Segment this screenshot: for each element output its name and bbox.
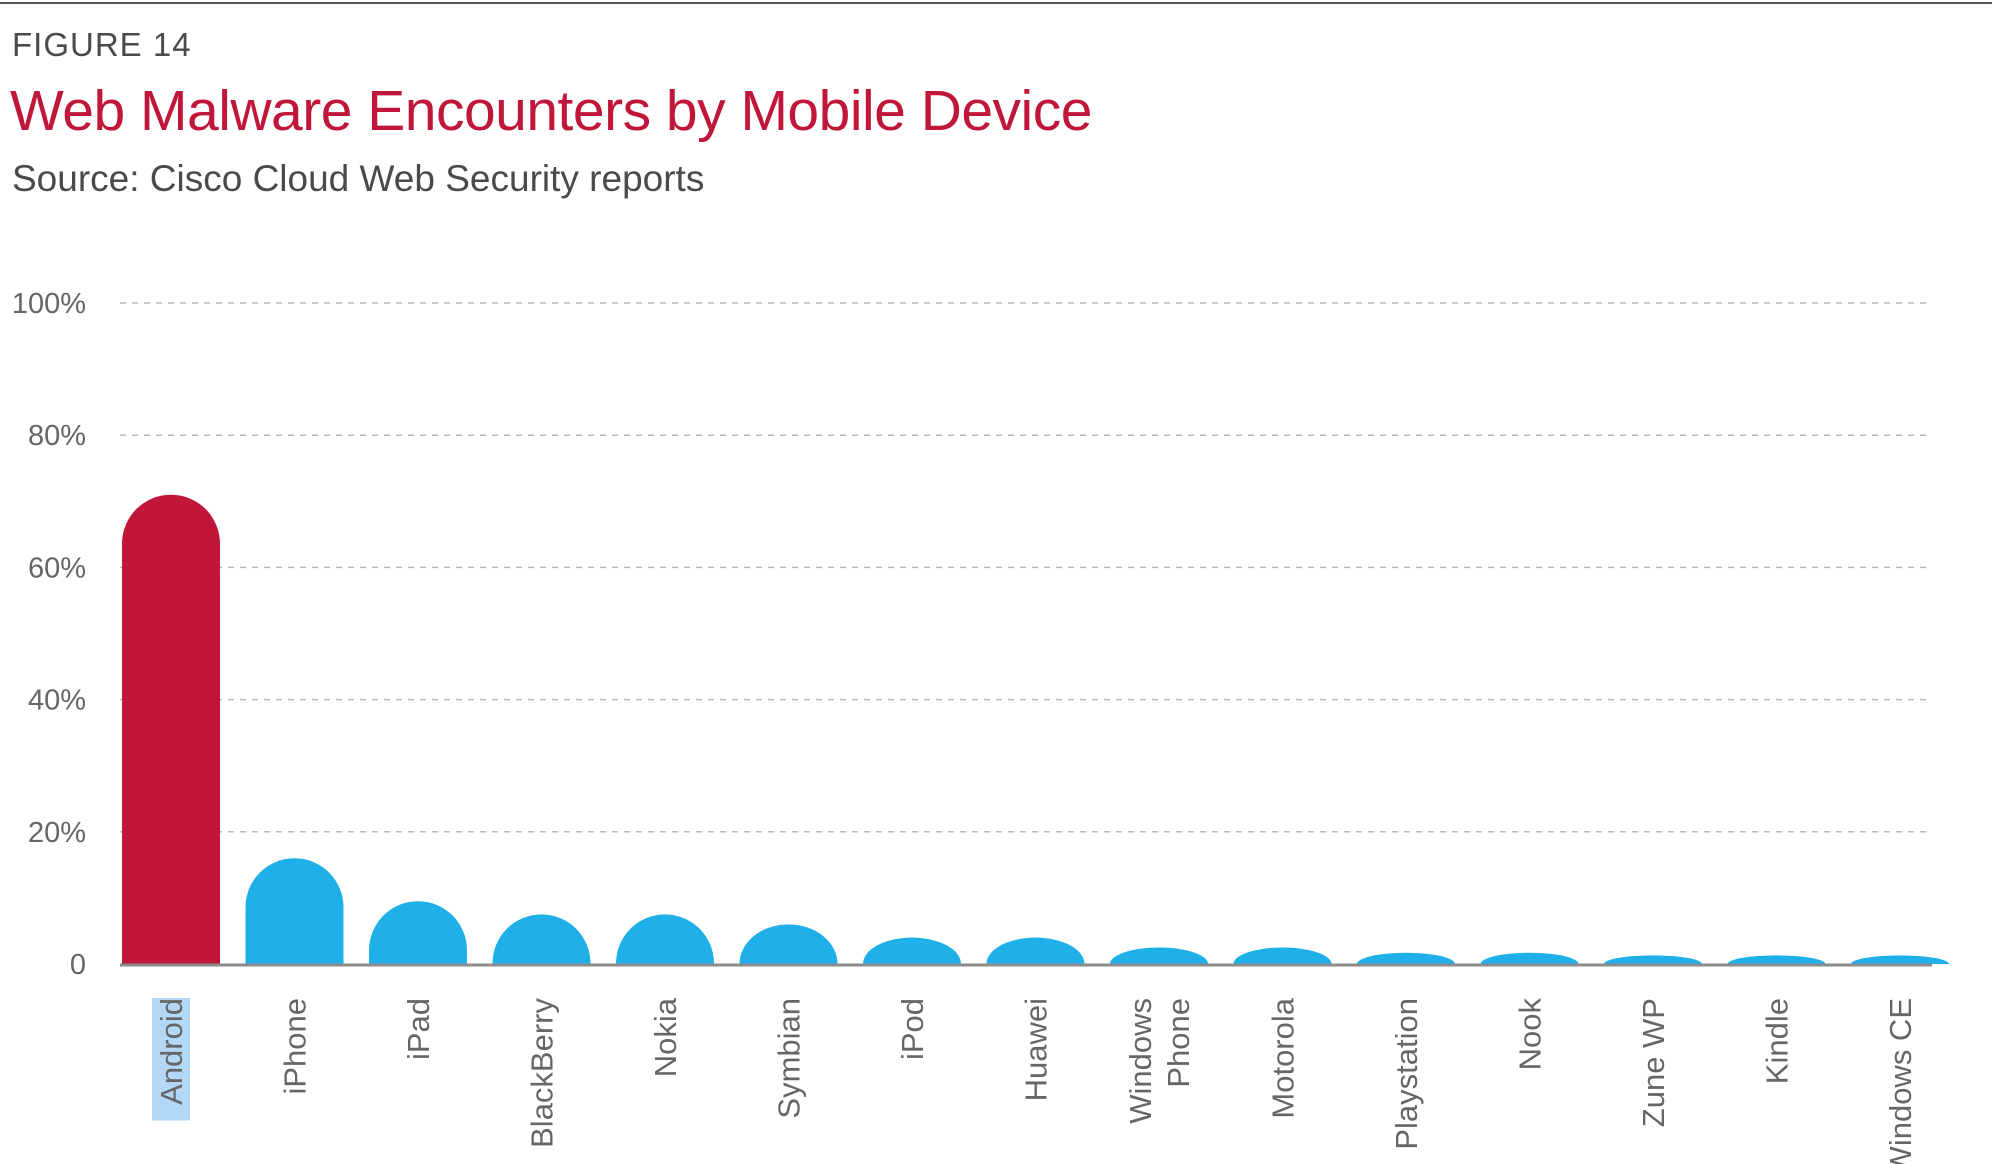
x-tick-label: Windows bbox=[1123, 998, 1158, 1124]
bar bbox=[122, 494, 220, 964]
y-tick-label: 100% bbox=[12, 288, 86, 320]
y-tick-label: 60% bbox=[28, 552, 86, 584]
figure-label: FIGURE 14 bbox=[12, 26, 192, 63]
bar bbox=[1727, 955, 1826, 964]
chart-title: Web Malware Encounters by Mobile Device bbox=[10, 79, 1092, 143]
x-tick-label: iPod bbox=[895, 998, 930, 1060]
bar bbox=[1603, 955, 1702, 964]
label-layer: 0 20% 40% 60% 80% 100% Android iPhone iPad BlackB… bbox=[12, 288, 1918, 1164]
x-tick-label: Playstation bbox=[1389, 998, 1424, 1150]
bar bbox=[1357, 952, 1455, 964]
bar bbox=[369, 901, 467, 964]
x-tick-label: Android bbox=[154, 998, 189, 1105]
bar bbox=[616, 914, 714, 964]
bar bbox=[245, 858, 344, 964]
y-tick-label: 0 bbox=[70, 949, 86, 981]
x-tick-label: BlackBerry bbox=[525, 998, 560, 1148]
chart-subtitle: Source: Cisco Cloud Web Security reports bbox=[12, 158, 705, 199]
y-tick-label: 20% bbox=[28, 817, 86, 849]
x-tick-label: Nokia bbox=[648, 997, 683, 1077]
x-tick-label: Kindle bbox=[1760, 998, 1795, 1084]
selection-highlight bbox=[152, 998, 190, 1121]
bar-layer bbox=[122, 494, 1949, 964]
x-tick-label: Nook bbox=[1513, 998, 1548, 1071]
top-rule bbox=[0, 2, 1992, 4]
x-tick-label: iPad bbox=[401, 998, 436, 1060]
x-tick-label: Huawei bbox=[1019, 998, 1054, 1101]
x-tick-label: Zune WP bbox=[1636, 998, 1671, 1127]
bar bbox=[986, 937, 1085, 964]
bar bbox=[1850, 955, 1949, 964]
bar bbox=[863, 937, 961, 964]
bar bbox=[1233, 947, 1332, 964]
grid-layer bbox=[120, 302, 1932, 833]
y-tick-label: 40% bbox=[28, 685, 86, 717]
bar bbox=[1480, 952, 1579, 964]
x-tick-label: Phone bbox=[1161, 998, 1196, 1088]
y-tick-label: 80% bbox=[28, 420, 86, 452]
x-tick-label: Motorola bbox=[1266, 997, 1301, 1118]
bar bbox=[739, 924, 838, 964]
bar bbox=[492, 914, 591, 964]
x-tick-label: Windows CE bbox=[1883, 998, 1918, 1164]
bar bbox=[1110, 947, 1208, 964]
x-tick-label: Symbian bbox=[772, 998, 807, 1119]
x-tick-label: iPhone bbox=[278, 998, 313, 1095]
